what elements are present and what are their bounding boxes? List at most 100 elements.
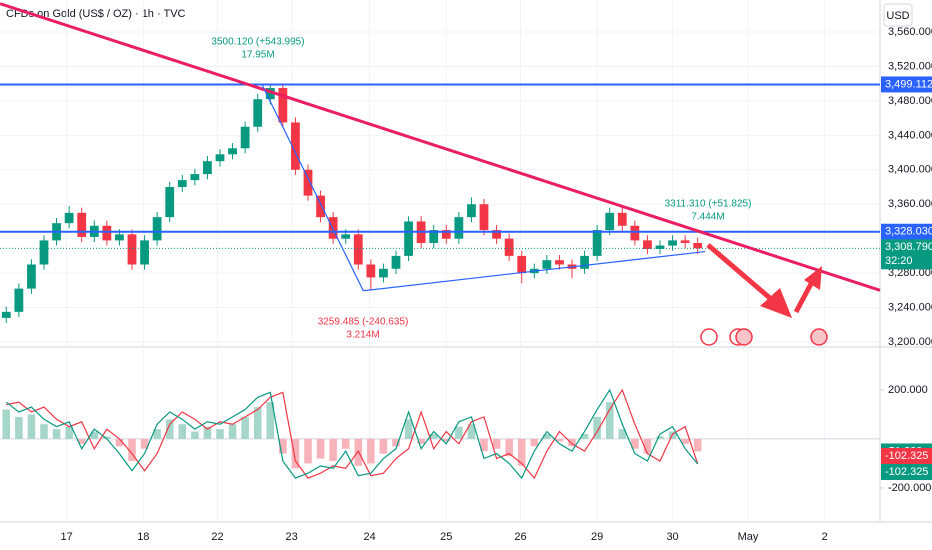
candle-body [429,230,439,243]
x-tick-label: 22 [211,531,223,543]
histogram-bar [404,419,413,439]
level-label-bg [881,223,932,240]
histogram-bar [178,424,187,439]
trendline [0,2,881,292]
x-tick-label: 17 [61,531,73,543]
candle-body [479,204,489,231]
histogram-bar [316,438,325,459]
histogram-bar [40,424,48,439]
candle-body [366,264,376,278]
histogram-bar [693,438,702,452]
histogram-bar [492,438,501,449]
histogram-bar [266,402,275,439]
histogram-bar [631,438,639,449]
annotation: 3500.120 (+543.995) [211,37,304,48]
histogram-bar [128,438,136,461]
candle-body [127,234,137,265]
forecast-arrows [706,243,822,318]
histogram-bar [505,438,513,457]
histogram-bar [379,438,388,454]
candle-body [353,234,363,265]
x-tick-label: 24 [363,531,375,543]
osc-label-bg [881,463,932,480]
candle-body [240,126,250,149]
candle-body [504,238,514,256]
countdown: 32:20 [885,255,913,267]
candle-body [39,240,49,265]
y-tick-label: 3,520.000 [888,60,932,72]
candle-body [580,255,589,269]
candle-body [177,180,187,188]
histogram-bar [455,426,463,439]
candle-body [265,87,275,100]
y-tick-label: 3,400.000 [888,164,932,176]
arrow-up [793,280,815,314]
histogram-bar [165,419,174,439]
y-tick-label: 3,200.000 [888,336,932,348]
candle-body [77,212,87,237]
histogram-bar [593,416,601,439]
candle-body [64,212,74,224]
event-icon[interactable] [810,328,828,346]
histogram-bar [27,414,36,439]
candle-body [165,187,175,218]
osc-tick-label: -200.000 [888,482,931,494]
osc-tick-label: 200.000 [888,384,928,396]
candle-body [328,217,338,239]
histogram-bar [65,426,73,439]
event-icon[interactable] [735,328,753,346]
histogram-bar [90,431,99,439]
histogram-bar [467,424,476,439]
histogram-bar [216,429,224,439]
histogram-bar [15,416,23,439]
histogram-bar [618,429,627,439]
histogram-bar [681,438,689,444]
candle-body [115,234,124,241]
level-label-bg [881,76,932,93]
annotation-sub: 3.214M [346,330,379,341]
candle-body [605,212,615,231]
histogram-bar [203,426,212,439]
candle-body [1,311,11,318]
histogram-bar [656,436,664,439]
histogram-bar [643,438,652,454]
histogram-bar [480,438,488,452]
candle-body [27,264,36,289]
candle-body [253,99,263,127]
candle-body [215,154,225,162]
histogram-bar [392,438,400,447]
candle-body [316,195,325,218]
histogram-bar [417,438,425,444]
histogram-bar [580,434,589,439]
candle-body [441,230,451,239]
x-tick-label: 26 [514,531,526,543]
currency-button[interactable] [883,3,913,27]
histogram-bar [2,409,11,439]
y-tick-label: 3,360.000 [888,198,932,210]
candle-body [454,217,464,239]
candle-body [203,161,212,175]
histogram-bar [140,438,149,449]
event-icons [700,328,828,346]
y-tick-label: 3,240.000 [888,301,932,313]
osc-label: -102.325 [885,450,928,462]
histogram-bar [228,424,237,439]
currency[interactable]: USD [886,10,909,22]
candle-body [341,234,351,239]
event-icon[interactable] [700,328,718,346]
histogram-bar [103,436,111,439]
histogram-bar [329,438,337,461]
histogram-bar [153,429,161,439]
candle-body [291,122,300,170]
x-tick-label: May [738,531,759,543]
candle-body [617,212,627,226]
histogram-bar [279,438,287,454]
candle-body [680,240,690,243]
last-price-label: 3,308.790 [885,241,932,253]
candle-body [102,225,112,241]
annotation-sub: 17.95M [241,50,274,61]
candle-body [140,240,149,265]
x-tick-label: 23 [286,531,298,543]
